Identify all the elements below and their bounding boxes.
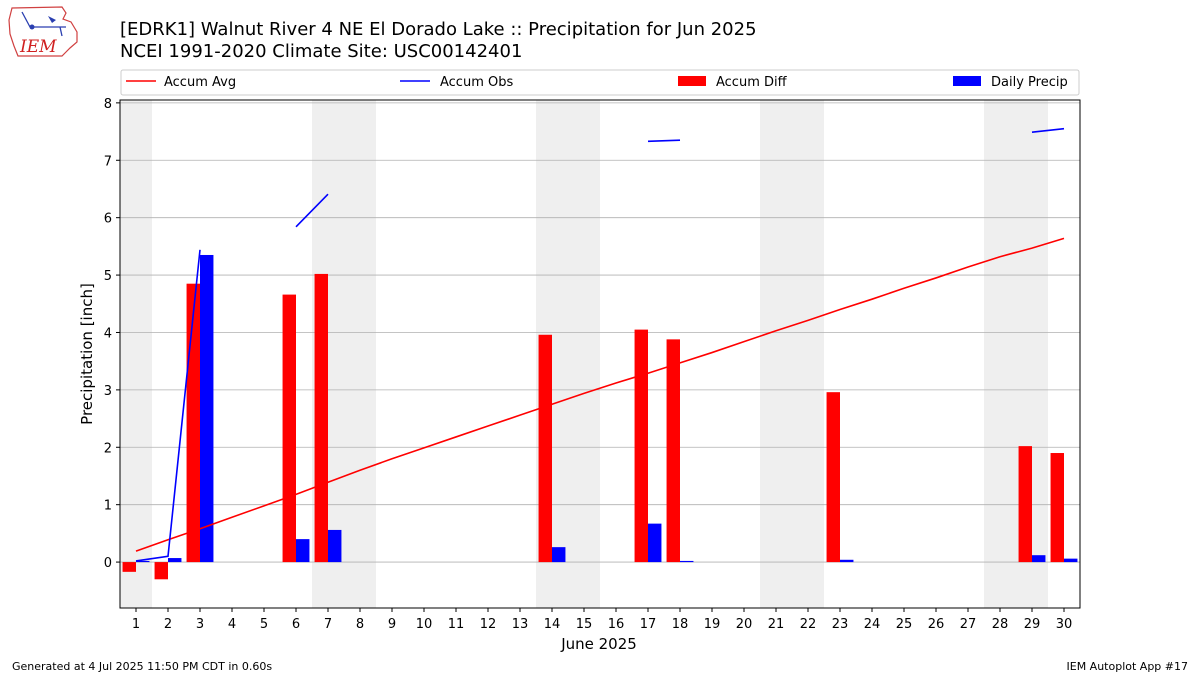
x-tick-label-10: 10 xyxy=(416,617,433,632)
line-accum-obs-segment-1 xyxy=(295,193,329,228)
line-accum-obs-segment-2 xyxy=(647,139,681,143)
x-tick-label-28: 28 xyxy=(992,617,1009,632)
legend-label-daily-precip: Daily Precip xyxy=(991,75,1068,90)
y-tick-label-4: 4 xyxy=(104,326,112,341)
y-tick-label-5: 5 xyxy=(104,269,112,284)
bar-daily-precip-day-3 xyxy=(200,254,214,563)
x-tick-label-3: 3 xyxy=(196,617,204,632)
bar-daily-precip-day-29 xyxy=(1032,555,1046,563)
legend-box xyxy=(120,69,1080,96)
plot-frame xyxy=(119,99,1081,609)
y-tick-label-0: 0 xyxy=(104,556,112,571)
y-tick-label-6: 6 xyxy=(104,212,112,227)
weekend-band-3 xyxy=(760,100,824,608)
wind-barb-icon xyxy=(21,11,31,28)
x-tick-label-15: 15 xyxy=(576,617,593,632)
legend: Accum Avg Accum Obs Accum Diff Daily Pre… xyxy=(120,69,1080,96)
y-axis-ticks: 0 1 2 3 4 5 6 7 8 xyxy=(104,97,120,571)
bar-daily-precip-day-6 xyxy=(296,539,310,563)
iem-logo: IEM xyxy=(8,6,78,57)
x-tick-label-26: 26 xyxy=(928,617,945,632)
bar-accum-diff-day-18 xyxy=(666,339,680,563)
x-tick-label-18: 18 xyxy=(672,617,689,632)
line-accum-obs-segment-3 xyxy=(1031,127,1065,133)
legend-label-accum-avg: Accum Avg xyxy=(164,75,236,90)
bar-accum-diff-day-30 xyxy=(1050,453,1064,563)
chart-subtitle: NCEI 1991-2020 Climate Site: USC00142401 xyxy=(120,41,522,62)
x-tick-label-19: 19 xyxy=(704,617,721,632)
flag-icon xyxy=(48,16,56,23)
chart-title: [EDRK1] Walnut River 4 NE El Dorado Lake… xyxy=(120,19,757,40)
bar-daily-precip-day-30 xyxy=(1064,558,1078,563)
x-tick-label-6: 6 xyxy=(292,617,300,632)
x-tick-label-24: 24 xyxy=(864,617,881,632)
footer-app: IEM Autoplot App #17 xyxy=(1067,660,1189,673)
x-axis-label: June 2025 xyxy=(560,635,637,653)
y-tick-label-8: 8 xyxy=(104,97,112,112)
legend-swatch-accum-diff xyxy=(678,76,706,86)
grid-lines xyxy=(120,102,1080,563)
logo-text: IEM xyxy=(19,37,57,57)
line-accum-obs-segment-0 xyxy=(135,249,201,562)
x-tick-label-21: 21 xyxy=(768,617,785,632)
bar-accum-diff-day-14 xyxy=(538,334,552,563)
x-tick-label-16: 16 xyxy=(608,617,625,632)
x-tick-label-11: 11 xyxy=(448,617,465,632)
legend-swatch-daily-precip xyxy=(953,76,981,86)
bar-daily-precip-day-7 xyxy=(328,529,342,563)
x-tick-label-9: 9 xyxy=(388,617,396,632)
bar-accum-diff-day-3 xyxy=(186,283,200,563)
line-marks xyxy=(135,127,1065,562)
y-tick-label-1: 1 xyxy=(104,499,112,514)
y-tick-label-2: 2 xyxy=(104,441,112,456)
x-tick-label-1: 1 xyxy=(132,617,140,632)
bar-accum-diff-day-17 xyxy=(634,329,648,563)
bar-daily-precip-day-14 xyxy=(552,547,566,563)
x-tick-label-14: 14 xyxy=(544,617,561,632)
footer-generated: Generated at 4 Jul 2025 11:50 PM CDT in … xyxy=(12,660,272,673)
plot-border xyxy=(119,99,1081,609)
x-tick-label-8: 8 xyxy=(356,617,364,632)
bar-daily-precip-day-17 xyxy=(648,523,662,563)
bar-daily-precip-day-1 xyxy=(136,560,150,563)
bar-daily-precip-day-23 xyxy=(840,559,854,563)
x-tick-label-13: 13 xyxy=(512,617,529,632)
weekend-band-4 xyxy=(984,100,1048,608)
legend-label-accum-diff: Accum Diff xyxy=(716,75,788,90)
y-tick-label-3: 3 xyxy=(104,384,112,399)
station-dot-icon xyxy=(29,24,35,30)
x-tick-label-25: 25 xyxy=(896,617,913,632)
x-tick-label-30: 30 xyxy=(1056,617,1073,632)
bar-daily-precip-day-2 xyxy=(168,558,182,563)
bar-accum-diff-day-2 xyxy=(154,562,168,580)
x-tick-label-23: 23 xyxy=(832,617,849,632)
x-tick-label-17: 17 xyxy=(640,617,657,632)
x-tick-label-7: 7 xyxy=(324,617,332,632)
y-axis-label: Precipitation [inch] xyxy=(78,283,96,425)
bar-accum-diff-day-29 xyxy=(1018,446,1032,563)
weekend-band-0 xyxy=(120,100,152,608)
x-tick-label-4: 4 xyxy=(228,617,236,632)
line-accum-avg xyxy=(135,237,1065,552)
bar-accum-diff-day-7 xyxy=(314,273,328,563)
x-tick-label-5: 5 xyxy=(260,617,268,632)
y-tick-label-7: 7 xyxy=(104,154,112,169)
x-tick-label-20: 20 xyxy=(736,617,753,632)
bar-accum-diff-day-1 xyxy=(122,562,136,572)
x-tick-label-12: 12 xyxy=(480,617,497,632)
weekend-shading xyxy=(120,100,1048,608)
x-tick-label-27: 27 xyxy=(960,617,977,632)
bar-accum-diff-day-23 xyxy=(826,392,840,563)
x-tick-label-22: 22 xyxy=(800,617,817,632)
bar-daily-precip-day-18 xyxy=(680,560,694,563)
x-tick-label-2: 2 xyxy=(164,617,172,632)
legend-label-accum-obs: Accum Obs xyxy=(440,75,513,90)
x-tick-label-29: 29 xyxy=(1024,617,1041,632)
bar-accum-diff-day-6 xyxy=(282,294,296,563)
x-axis-ticks: 1 2 3 4 5 6 7 8 9 10 11 12 13 14 15 16 17 18 19 20 21 22 23 24 2… xyxy=(132,608,1072,632)
